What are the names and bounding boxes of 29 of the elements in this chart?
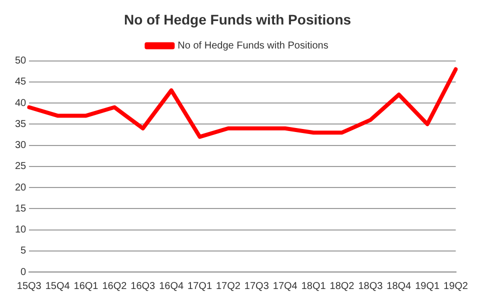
y-tick-label: 0 <box>20 266 27 278</box>
x-tick-label: 18Q4 <box>386 280 412 292</box>
x-tick-label: 18Q1 <box>301 280 326 292</box>
x-tick-label: 15Q4 <box>45 280 70 292</box>
x-tick-label: 18Q2 <box>330 280 355 292</box>
y-tick-label: 10 <box>15 224 27 236</box>
x-tick-label: 16Q3 <box>130 280 156 292</box>
y-tick-label: 30 <box>15 140 27 152</box>
x-tick-label: 17Q2 <box>216 280 241 292</box>
y-tick-label: 20 <box>15 182 27 194</box>
y-tick-label: 25 <box>15 161 27 172</box>
chart-title: No of Hedge Funds with Positions <box>124 11 352 28</box>
y-tick-label: 45 <box>15 76 27 88</box>
x-tick-label: 16Q2 <box>102 280 128 292</box>
x-tick-label: 18Q3 <box>358 280 384 292</box>
x-tick-label: 17Q3 <box>244 280 270 292</box>
y-tick-label: 35 <box>15 118 27 130</box>
y-tick-label: 50 <box>15 56 27 67</box>
y-tick-label: 15 <box>15 203 27 214</box>
x-tick-label: 16Q4 <box>159 280 184 292</box>
x-tick-label: 19Q2 <box>444 280 468 292</box>
x-tick-label: 16Q1 <box>74 280 99 292</box>
x-tick-label: 17Q1 <box>188 280 212 292</box>
x-tick-label: 19Q1 <box>415 280 440 292</box>
x-tick-label: 17Q4 <box>272 280 298 292</box>
y-tick-label: 40 <box>15 98 27 109</box>
y-tick-label: 5 <box>20 246 27 257</box>
x-tick-label: 15Q3 <box>16 280 42 292</box>
legend-label: No of Hedge Funds with Positions <box>178 40 328 52</box>
